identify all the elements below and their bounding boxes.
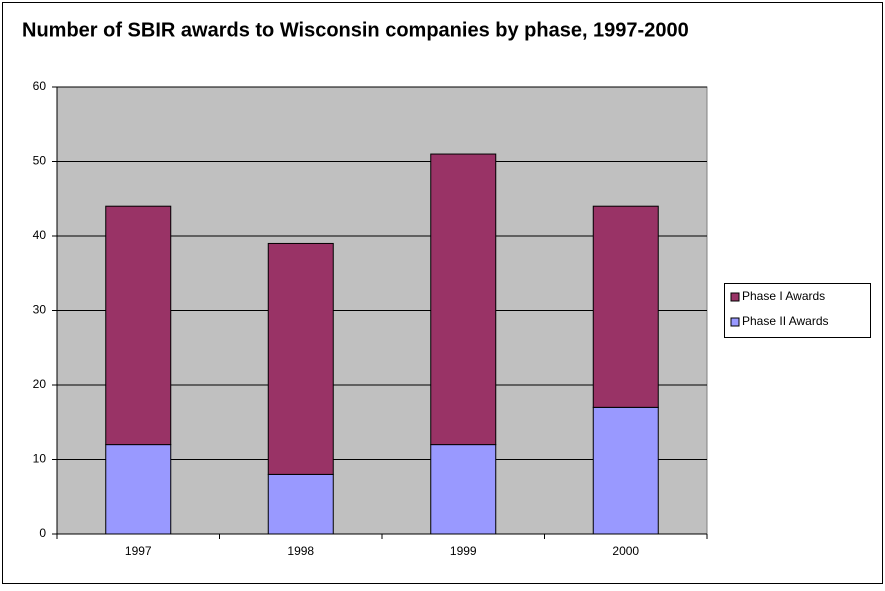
y-tick-label: 10 — [33, 452, 47, 466]
chart-title: Number of SBIR awards to Wisconsin compa… — [22, 19, 689, 41]
x-tick-label: 1999 — [450, 544, 477, 558]
legend — [724, 283, 871, 338]
y-tick-label: 60 — [33, 79, 47, 93]
y-tick-label: 0 — [39, 526, 46, 540]
bar-segment — [267, 473, 334, 535]
bar-segment — [592, 406, 659, 535]
x-tick-label: 1998 — [287, 544, 314, 558]
bar-segment — [430, 153, 497, 446]
x-tick-label: 2000 — [612, 544, 639, 558]
legend-swatch — [730, 317, 740, 327]
y-tick-label: 40 — [33, 228, 47, 242]
x-tick-label: 1997 — [125, 544, 152, 558]
legend-label: Phase I Awards — [742, 289, 825, 303]
bar-segment — [105, 205, 172, 446]
y-tick-label: 30 — [33, 303, 47, 317]
y-tick-label: 50 — [33, 154, 47, 168]
bar-segment — [267, 242, 334, 475]
y-tick-label: 20 — [33, 377, 47, 391]
bar-segment — [430, 444, 497, 535]
legend-label: Phase II Awards — [742, 314, 829, 328]
bar-segment — [592, 205, 659, 408]
legend-swatch — [730, 292, 740, 302]
bar-segment — [105, 444, 172, 535]
